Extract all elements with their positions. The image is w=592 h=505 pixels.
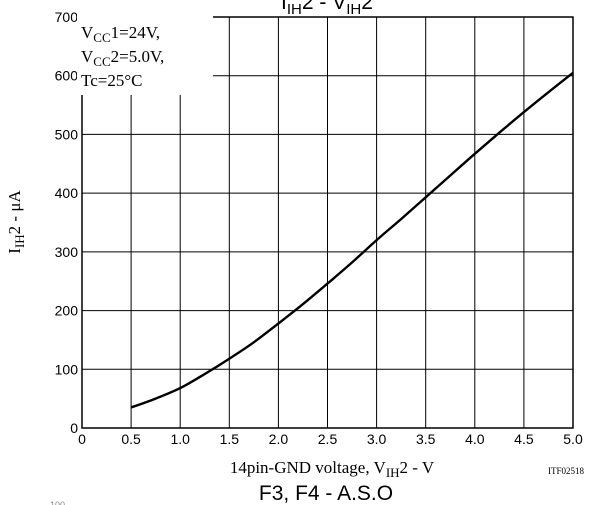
series-line [130, 71, 574, 409]
x-tick-label: 1.5 [220, 431, 240, 447]
annotation-line-2: VCC2=5.0V, [81, 47, 164, 69]
x-axis-label: 14pin-GND voltage, VIH2 - V [230, 458, 435, 480]
x-tick-label: 3.5 [416, 431, 436, 447]
annotation-box [77, 15, 213, 95]
y-tick-label: 200 [55, 303, 79, 319]
figure-code: ITF02518 [548, 466, 585, 476]
next-section-title: F3, F4 - A.S.O [259, 482, 393, 505]
annotation-line-3: Tc=25°C [81, 71, 142, 90]
y-tick-label: 100 [55, 361, 79, 377]
y-tick-label: 700 [55, 9, 79, 25]
x-tick-label: 3.0 [367, 431, 387, 447]
x-tick-label: 4.5 [514, 431, 534, 447]
grid [81, 16, 574, 429]
annotation-line-1: VCC1=24V, [81, 23, 160, 45]
next-axis-fragment: 100 [50, 500, 65, 505]
y-tick-label: 400 [55, 185, 79, 201]
y-tick-labels: 0 100 200 300 400 500 600 700 [55, 9, 79, 436]
x-tick-label: 2.5 [318, 431, 338, 447]
x-tick-label: 0 [78, 431, 86, 447]
plot-frame [81, 16, 574, 429]
y-tick-label: 600 [55, 68, 79, 84]
x-tick-label: 0.5 [121, 431, 141, 447]
y-axis-label: IIH2 - μA [5, 190, 27, 254]
x-tick-label: 1.0 [170, 431, 190, 447]
x-tick-labels: 0 0.5 1.0 1.5 2.0 2.5 3.0 3.5 4.0 4.5 5.0 [78, 431, 583, 447]
chart-title: IIH2 - VIH2 [281, 0, 373, 18]
y-tick-label: 0 [70, 420, 78, 436]
x-tick-label: 4.0 [465, 431, 485, 447]
y-tick-label: 300 [55, 244, 79, 260]
x-tick-label: 2.0 [269, 431, 289, 447]
x-tick-label: 5.0 [563, 431, 583, 447]
y-tick-label: 500 [55, 126, 79, 142]
